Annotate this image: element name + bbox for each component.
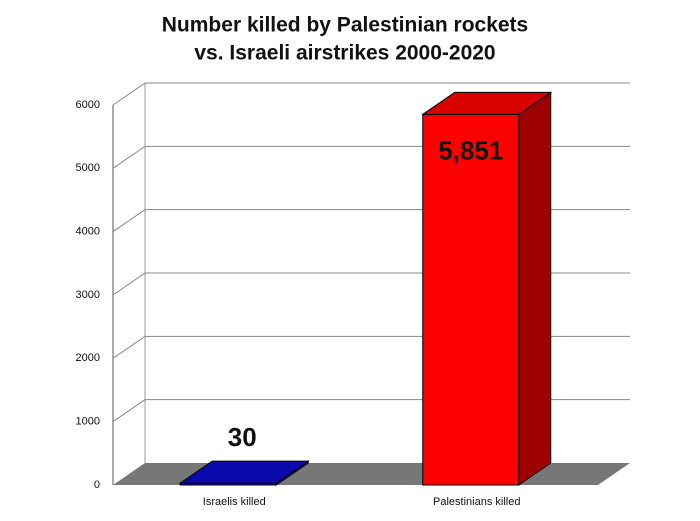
y-tick-label: 4000 <box>76 226 100 238</box>
bar-top <box>421 91 553 115</box>
grid-line <box>112 209 630 233</box>
bar-top <box>178 460 310 484</box>
y-tick-label: 0 <box>94 479 100 491</box>
value-label: 5,851 <box>438 135 503 165</box>
bar <box>422 113 520 486</box>
y-tick-label: 6000 <box>76 99 100 111</box>
grid-line <box>112 82 630 106</box>
grid-line <box>112 335 630 359</box>
chart-title: Number killed by Palestinian rockets <box>162 14 528 37</box>
y-tick-label: 3000 <box>76 289 100 301</box>
bar-side <box>518 91 552 486</box>
y-tick-label: 1000 <box>76 416 100 428</box>
y-tick-label: 2000 <box>76 352 100 364</box>
x-tick-label: Israelis killed <box>203 496 266 508</box>
grid-line <box>112 145 630 169</box>
y-tick-label: 5000 <box>76 162 100 174</box>
chart-title: vs. Israeli airstrikes 2000-2020 <box>194 42 495 65</box>
grid-line <box>112 399 630 423</box>
value-label: 30 <box>228 422 257 452</box>
x-tick-label: Palestinians killed <box>433 496 520 508</box>
grid-line <box>112 272 630 296</box>
